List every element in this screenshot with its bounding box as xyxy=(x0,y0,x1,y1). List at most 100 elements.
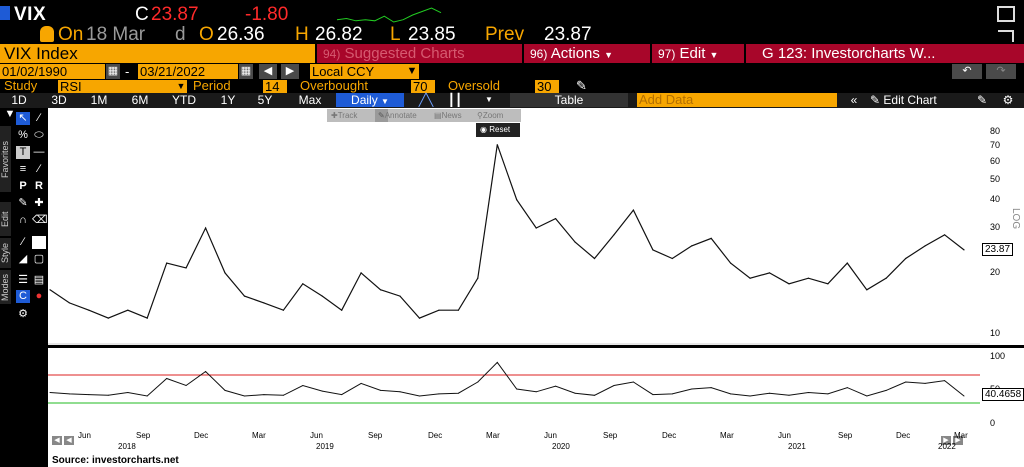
period-max[interactable]: Max xyxy=(298,93,322,107)
vix-price-point xyxy=(768,272,771,274)
fibonacci-icon[interactable]: ≡ xyxy=(19,163,27,175)
edit-chart-label: Edit Chart xyxy=(883,93,937,107)
fill-icon[interactable]: ◢ xyxy=(18,253,28,265)
calendar-icon[interactable]: ▦ xyxy=(106,64,120,79)
zoom-button[interactable]: ⚲ Zoom xyxy=(477,111,504,120)
previous-range-button[interactable]: ◀ xyxy=(259,64,277,79)
add-data-input[interactable]: Add Data xyxy=(637,93,837,107)
ellipse-icon[interactable]: ⬭ xyxy=(34,129,44,141)
reset-button[interactable]: ◉ Reset xyxy=(476,123,520,137)
overbought-input[interactable]: 70 xyxy=(411,80,435,93)
period-6m[interactable]: 6M xyxy=(131,93,149,107)
price-chart[interactable] xyxy=(48,108,980,345)
currency-select[interactable]: Local CCY xyxy=(310,64,405,79)
period-5y[interactable]: 5Y xyxy=(257,93,273,107)
layers-icon[interactable]: ☰ xyxy=(18,274,28,286)
style-tab[interactable]: Style xyxy=(0,238,11,268)
trash-icon[interactable]: ⌫ xyxy=(32,214,48,226)
alert-bell-icon[interactable] xyxy=(40,26,54,42)
curve-mode-icon[interactable]: C xyxy=(16,290,30,303)
price-tick: 50 xyxy=(990,174,1001,184)
next-range-button[interactable]: ▶ xyxy=(281,64,299,79)
pencil-icon[interactable]: ✎ xyxy=(576,78,587,93)
scroll-end-icon[interactable]: ▶ xyxy=(953,436,963,445)
undo-icon[interactable]: ↶ xyxy=(952,64,982,79)
security-title[interactable]: VIX Index xyxy=(0,44,315,63)
oversold-input[interactable]: 30 xyxy=(535,80,559,93)
scroll-right-icon[interactable]: ▶ xyxy=(941,436,951,445)
rsi-chart[interactable] xyxy=(48,348,980,430)
date-range-bar: 01/02/1990 ▦ - 03/21/2022 ▦ ◀ ▶ Local CC… xyxy=(0,64,1024,80)
rsi-point xyxy=(263,394,265,396)
period-input[interactable]: 14 xyxy=(263,80,287,93)
calendar-icon[interactable]: ▦ xyxy=(239,64,253,79)
menu-arrow-icon[interactable]: ▼ xyxy=(4,108,16,120)
track-label: Track xyxy=(337,111,358,120)
study-select[interactable]: RSI xyxy=(58,80,175,93)
rsi-point xyxy=(457,392,459,394)
magnet-icon[interactable]: ∩ xyxy=(19,214,27,226)
border-icon[interactable]: ▢ xyxy=(33,253,45,265)
track-button[interactable]: ✚ Track xyxy=(331,111,358,120)
vix-price-point xyxy=(574,241,576,243)
chevron-down-icon[interactable]: ▼ xyxy=(405,64,419,79)
ticker-symbol[interactable]: VIX xyxy=(14,4,47,25)
vix-price-point xyxy=(360,272,362,274)
edit-tab[interactable]: Edit xyxy=(0,202,11,236)
chart-mode-toolbar: ✚ Track ✎ Annotate ▤ News ⚲ Zoom xyxy=(327,109,521,122)
move-icon[interactable]: ✚ xyxy=(34,197,44,209)
horizontal-line-icon[interactable]: — xyxy=(33,146,45,158)
scroll-left-icon[interactable]: ◀ xyxy=(64,436,74,445)
color-swatch-icon[interactable] xyxy=(32,236,46,249)
start-date-field[interactable]: 01/02/1990 xyxy=(0,64,105,79)
zoom-icon[interactable]: ∕ xyxy=(38,112,40,124)
p-tool-icon[interactable]: P xyxy=(19,180,27,192)
period-1m[interactable]: 1M xyxy=(90,93,108,107)
percent-icon[interactable]: % xyxy=(18,129,28,141)
frequency-label: Daily xyxy=(351,93,378,107)
color-mode-icon[interactable]: ● xyxy=(35,290,43,302)
suggested-charts-button[interactable]: 94) Suggested Charts xyxy=(317,44,522,63)
rsi-point xyxy=(671,393,673,395)
cursor-icon[interactable]: ↖ xyxy=(16,112,30,125)
favorites-tab[interactable]: Favorites xyxy=(0,126,11,192)
gear-icon[interactable]: ⚙ xyxy=(1002,93,1014,107)
line-chart-icon[interactable]: ╱╲ xyxy=(418,93,434,107)
chart-title-button[interactable]: G 123: Investorcharts W... xyxy=(746,44,1024,63)
trend-line-icon[interactable]: ∕ xyxy=(38,163,40,175)
month-label: Sep xyxy=(368,431,383,440)
period-bar: 1D 3D 1M 6M YTD 1Y 5Y Max Daily ▼ ╱╲ ┃┃ … xyxy=(0,93,1024,108)
line-style-icon[interactable]: ∕ xyxy=(22,236,24,248)
gear-icon[interactable]: ⚙ xyxy=(18,308,28,320)
period-3d[interactable]: 3D xyxy=(51,93,67,107)
edit-menu-button[interactable]: 97) Edit ▼ xyxy=(652,44,744,63)
frequency-select[interactable]: Daily ▼ xyxy=(336,93,404,107)
edit-icon[interactable]: ✎ xyxy=(976,93,988,107)
expand-icon[interactable] xyxy=(998,30,1014,42)
period-ytd[interactable]: YTD xyxy=(172,93,196,107)
chevron-down-icon[interactable]: ▼ xyxy=(485,95,493,104)
month-label: Jun xyxy=(310,431,323,440)
end-date-field[interactable]: 03/21/2022 xyxy=(138,64,238,79)
collapse-icon[interactable]: « xyxy=(850,93,858,107)
modes-tab[interactable]: Modes xyxy=(0,270,11,304)
chevron-down-icon[interactable]: ▼ xyxy=(175,80,187,93)
period-1d[interactable]: 1D xyxy=(11,93,27,107)
text-icon[interactable]: T xyxy=(16,146,30,159)
edit-chart-button[interactable]: ✎ Edit Chart xyxy=(870,93,970,107)
annotate-button[interactable]: ✎ Annotate xyxy=(375,109,417,122)
period-1y[interactable]: 1Y xyxy=(220,93,236,107)
pen-icon[interactable]: ✎ xyxy=(18,197,28,209)
r-tool-icon[interactable]: R xyxy=(35,180,43,192)
table-button[interactable]: Table xyxy=(510,93,628,107)
news-button[interactable]: ▤ News xyxy=(434,111,462,120)
scroll-start-icon[interactable]: ◀ xyxy=(52,436,62,445)
bar-chart-icon[interactable]: ┃┃ xyxy=(447,93,463,107)
window-restore-icon[interactable] xyxy=(997,6,1015,22)
rsi-point xyxy=(613,385,615,386)
rsi-point xyxy=(341,394,343,396)
redo-icon[interactable]: ↷ xyxy=(986,64,1016,79)
oversold-label: Oversold xyxy=(448,78,501,93)
compare-icon[interactable]: ▤ xyxy=(33,274,45,286)
actions-menu-button[interactable]: 96) Actions ▼ xyxy=(524,44,650,63)
